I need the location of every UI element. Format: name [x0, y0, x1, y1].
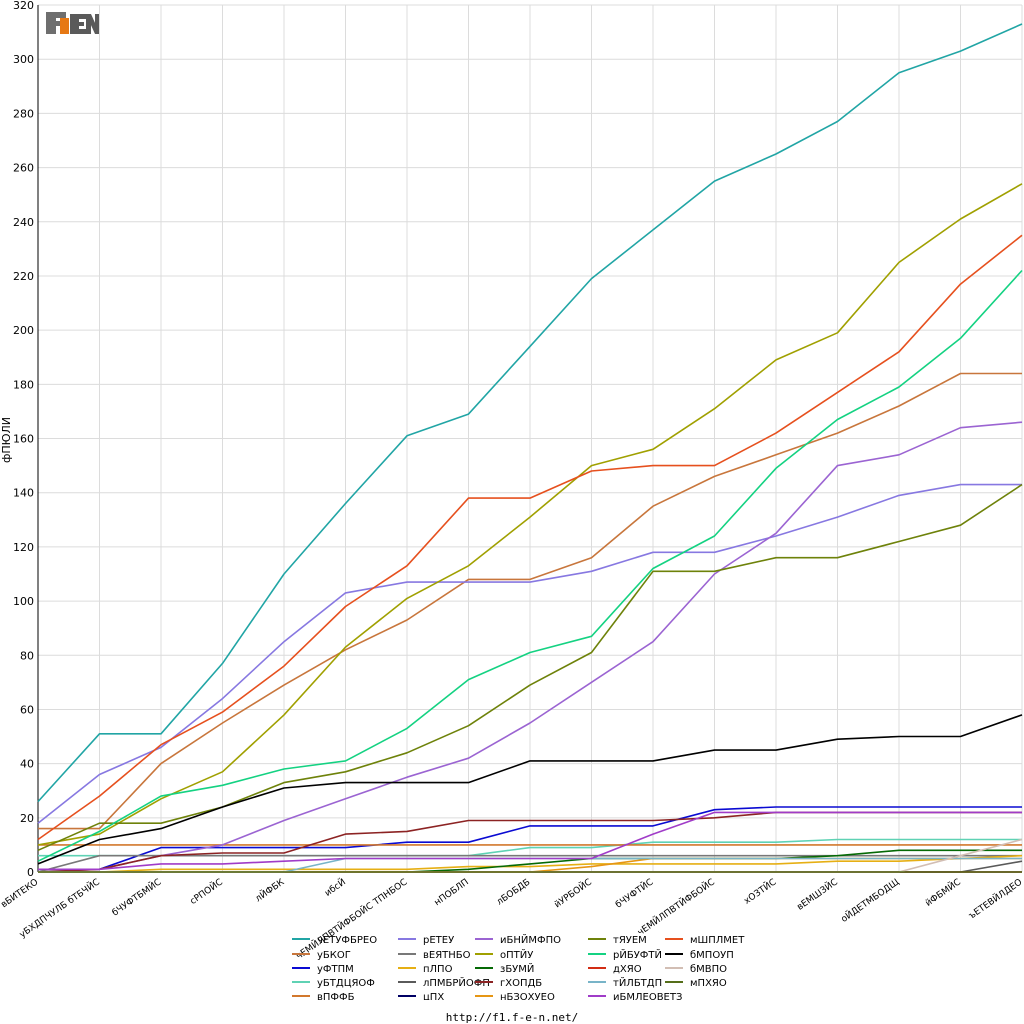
- y-tick-label: 180: [13, 378, 34, 391]
- x-tick-label: чЕМЙЛПВТЙФБОЙС ТПНБОС: [294, 876, 410, 962]
- f1fen-logo: [46, 8, 100, 38]
- legend-label: уБТДЦЯОФ: [317, 978, 375, 989]
- x-tick-label: ибсЙ: [322, 876, 348, 899]
- y-tick-label: 80: [20, 649, 34, 662]
- legend: чЕТУФБРЕО уБКОГ уФТПМ уБТДЦЯОФ вПФФБ рЕТЕУ вЕЯ…: [292, 933, 745, 1000]
- legend-label: уФТПМ: [317, 964, 354, 975]
- y-tick-label: 60: [20, 703, 34, 716]
- y-tick-label: 100: [13, 595, 34, 608]
- y-tick-label: 20: [20, 812, 34, 825]
- series-line: [37, 714, 1023, 865]
- series-line: [38, 372, 1022, 830]
- legend-label: рЕТЕУ: [423, 935, 454, 946]
- legend-label: цПХ: [423, 992, 444, 1000]
- legend-label: мПХЯО: [690, 978, 727, 989]
- x-tick-label: вЕМШЗЙС: [794, 876, 840, 913]
- series-line: [37, 421, 1023, 873]
- legend-label: зБУМЙ: [500, 962, 534, 975]
- legend-label: иБМЛЕОВЕТЗ: [613, 992, 682, 1000]
- x-tick-label: ъЕТЕВЙЛДЕО: [966, 876, 1024, 922]
- legend-label: дХЯО: [613, 964, 642, 975]
- legend-label: вЕЯТНБО: [423, 950, 471, 961]
- x-tick-label: лБОБДБ: [495, 877, 532, 907]
- x-tick-label: оЙДЕТМБОДЩ: [838, 876, 901, 925]
- y-tick-label: 220: [13, 270, 34, 283]
- legend-label: тЯУЕМ: [613, 935, 647, 946]
- series-line: [37, 483, 1023, 852]
- y-tick-label: 120: [13, 541, 34, 554]
- series-line: [37, 269, 1023, 862]
- series-line: [38, 854, 1023, 873]
- y-tick-label: 0: [27, 866, 34, 879]
- y-tick-label: 280: [13, 107, 34, 120]
- x-tick-label: лЙФБК: [253, 875, 287, 904]
- series-line: [37, 483, 1022, 824]
- legend-label: чЕТУФБРЕО: [317, 935, 377, 946]
- x-tick-label: бЧУФТБМЙС: [109, 876, 163, 919]
- legend-label: гХОПДБ: [500, 978, 542, 989]
- x-tick-label: хОЗТЙС: [741, 876, 778, 907]
- legend-label: вПФФБ: [317, 992, 355, 1000]
- x-tick-label: нПОБЛП: [433, 877, 471, 908]
- y-tick-label: 40: [20, 758, 34, 771]
- legend-label: иБНЙМФПО: [500, 933, 561, 946]
- y-tick-label: 240: [13, 216, 34, 229]
- y-tick-label: 140: [13, 487, 34, 500]
- grid: [37, 4, 1023, 873]
- legend-label: пЛПО: [423, 964, 453, 975]
- y-tick-label: 320: [13, 0, 34, 12]
- x-tick-label: бЧУФТЙС: [613, 876, 655, 911]
- legend-label: уБКОГ: [317, 950, 351, 961]
- x-tick-label: вБИТЕКО: [0, 877, 40, 910]
- legend-label: мШПЛМЕТ: [690, 935, 745, 946]
- line-chart: 0 20 40 60 80 100 120 140 160 180 200 220 240 260 280 3…: [0, 0, 1024, 1000]
- x-tick-label: сРПОЙС: [187, 876, 224, 907]
- legend-label: рЙБУФТЙ: [613, 948, 662, 961]
- legend-label: лПМБРЙОФП: [423, 976, 490, 989]
- y-tick-label: 300: [13, 53, 34, 66]
- legend-label: тЙЛБТДП: [613, 976, 662, 989]
- legend-label: бМВПО: [690, 964, 727, 975]
- legend-label: бМПОУП: [690, 950, 734, 961]
- series-line: [38, 811, 1022, 871]
- y-tick-label: 200: [13, 324, 34, 337]
- series-line: [37, 234, 1023, 841]
- series-line: [37, 183, 1023, 846]
- x-tick-label: йУРБОЙС: [552, 876, 594, 911]
- legend-label: оПТЙУ: [500, 948, 533, 961]
- series-line: [38, 806, 1022, 871]
- y-tick-label: 160: [13, 433, 34, 446]
- series-line: [37, 854, 1022, 873]
- footer-url[interactable]: http://f1.f-e-n.net/: [445, 1011, 579, 1024]
- series-line: [37, 23, 1023, 803]
- y-axis-label: фПЮЛИ: [0, 417, 13, 463]
- y-tick-label: 260: [13, 162, 34, 175]
- series-lines: [37, 23, 1023, 873]
- x-tick-label: йФБМЙС: [923, 876, 963, 909]
- legend-label: нБЗОХУЕО: [500, 992, 555, 1000]
